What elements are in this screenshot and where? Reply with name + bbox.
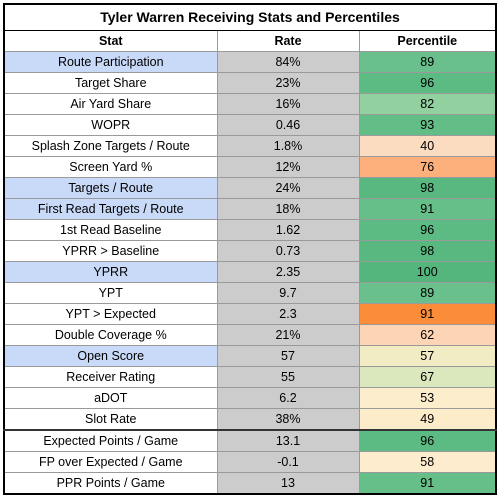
table-row: Expected Points / Game 13.1 96 [3,429,497,452]
table-row: First Read Targets / Route 18% 91 [3,198,497,220]
stat-cell: YPT [3,282,218,304]
rate-cell: 84% [216,51,360,73]
percentile-cell: 62 [358,324,497,346]
percentile-cell: 91 [358,472,497,495]
table-row: FP over Expected / Game -0.1 58 [3,451,497,473]
stat-cell: WOPR [3,114,218,136]
table-row: YPRR > Baseline 0.73 98 [3,240,497,262]
header-stat: Stat [3,30,218,52]
percentile-cell: 96 [358,72,497,94]
rate-cell: 38% [216,408,360,431]
table-row: YPRR 2.35 100 [3,261,497,283]
stat-cell: Screen Yard % [3,156,218,178]
rate-cell: 1.8% [216,135,360,157]
stat-cell: PPR Points / Game [3,472,218,495]
stat-cell: Route Participation [3,51,218,73]
table-row: Slot Rate 38% 49 [3,408,497,431]
stat-cell: Double Coverage % [3,324,218,346]
table-row: Target Share 23% 96 [3,72,497,94]
rate-cell: 0.46 [216,114,360,136]
stat-cell: YPRR > Baseline [3,240,218,262]
rate-cell: 13 [216,472,360,495]
stat-cell: Slot Rate [3,408,218,431]
percentile-cell: 91 [358,303,497,325]
percentile-cell: 96 [358,429,497,452]
percentile-cell: 98 [358,240,497,262]
table-row: Double Coverage % 21% 62 [3,324,497,346]
stat-cell: Air Yard Share [3,93,218,115]
rate-cell: -0.1 [216,451,360,473]
table-row: Receiver Rating 55 67 [3,366,497,388]
table-title: Tyler Warren Receiving Stats and Percent… [3,3,497,31]
rate-cell: 18% [216,198,360,220]
table-row: Screen Yard % 12% 76 [3,156,497,178]
stat-cell: aDOT [3,387,218,409]
stats-table: Tyler Warren Receiving Stats and Percent… [3,3,498,495]
table-body: Route Participation 84% 89 Target Share 23% 9… [3,51,497,495]
percentile-cell: 91 [358,198,497,220]
percentile-cell: 67 [358,366,497,388]
rate-cell: 12% [216,156,360,178]
stats-table-container: Tyler Warren Receiving Stats and Percent… [3,3,498,495]
rate-cell: 9.7 [216,282,360,304]
title-row: Tyler Warren Receiving Stats and Percent… [3,3,497,31]
stat-cell: 1st Read Baseline [3,219,218,241]
table-row: 1st Read Baseline 1.62 96 [3,219,497,241]
stat-cell: First Read Targets / Route [3,198,218,220]
stat-cell: Target Share [3,72,218,94]
stat-cell: Splash Zone Targets / Route [3,135,218,157]
percentile-cell: 40 [358,135,497,157]
table-row: Open Score 57 57 [3,345,497,367]
percentile-cell: 93 [358,114,497,136]
table-row: Air Yard Share 16% 82 [3,93,497,115]
percentile-cell: 58 [358,451,497,473]
rate-cell: 2.3 [216,303,360,325]
percentile-cell: 89 [358,282,497,304]
percentile-cell: 89 [358,51,497,73]
percentile-cell: 98 [358,177,497,199]
table-row: Targets / Route 24% 98 [3,177,497,199]
stat-cell: Expected Points / Game [3,429,218,452]
table-row: aDOT 6.2 53 [3,387,497,409]
table-row: YPT > Expected 2.3 91 [3,303,497,325]
table-row: Route Participation 84% 89 [3,51,497,73]
stat-cell: FP over Expected / Game [3,451,218,473]
rate-cell: 6.2 [216,387,360,409]
rate-cell: 23% [216,72,360,94]
percentile-cell: 96 [358,219,497,241]
rate-cell: 1.62 [216,219,360,241]
table-row: Splash Zone Targets / Route 1.8% 40 [3,135,497,157]
header-row: Stat Rate Percentile [3,30,497,52]
rate-cell: 2.35 [216,261,360,283]
table-row: WOPR 0.46 93 [3,114,497,136]
table-row: PPR Points / Game 13 91 [3,472,497,495]
percentile-cell: 57 [358,345,497,367]
percentile-cell: 100 [358,261,497,283]
rate-cell: 57 [216,345,360,367]
rate-cell: 24% [216,177,360,199]
header-percentile: Percentile [358,30,497,52]
rate-cell: 16% [216,93,360,115]
stat-cell: Receiver Rating [3,366,218,388]
rate-cell: 55 [216,366,360,388]
stat-cell: YPT > Expected [3,303,218,325]
percentile-cell: 49 [358,408,497,431]
table-row: YPT 9.7 89 [3,282,497,304]
rate-cell: 13.1 [216,429,360,452]
percentile-cell: 76 [358,156,497,178]
stat-cell: YPRR [3,261,218,283]
rate-cell: 0.73 [216,240,360,262]
header-rate: Rate [216,30,360,52]
percentile-cell: 82 [358,93,497,115]
stat-cell: Open Score [3,345,218,367]
rate-cell: 21% [216,324,360,346]
percentile-cell: 53 [358,387,497,409]
stat-cell: Targets / Route [3,177,218,199]
